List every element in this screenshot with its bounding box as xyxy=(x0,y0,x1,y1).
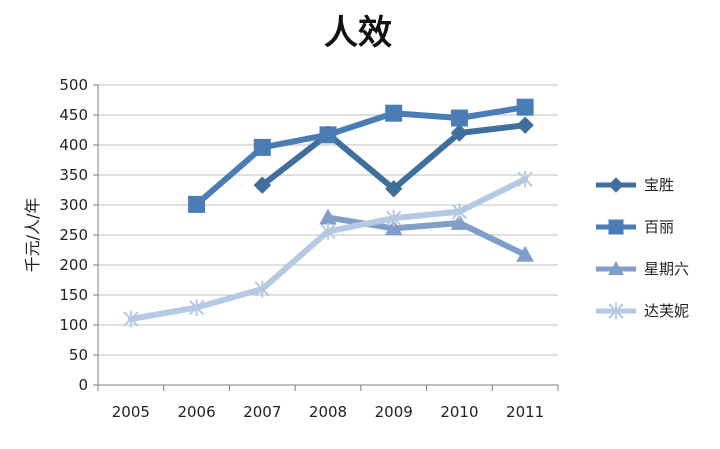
y-tick-label: 250 xyxy=(59,226,88,244)
data-point-triangle xyxy=(384,219,403,236)
data-point-cross xyxy=(188,299,205,316)
legend-item: 百丽 xyxy=(596,218,674,236)
series-4 xyxy=(123,170,533,328)
series-1 xyxy=(253,116,534,198)
x-tick-labels: 2005 2006 2007 2008 2009 2010 2011 xyxy=(112,403,544,421)
y-tick-label: 50 xyxy=(69,346,88,364)
y-tick-label: 350 xyxy=(59,166,88,184)
data-point-square xyxy=(450,109,468,127)
y-tick-label: 200 xyxy=(59,256,88,274)
legend-item: 达芙妮 xyxy=(596,302,689,320)
x-tick-label: 2011 xyxy=(506,403,544,421)
data-point-triangle xyxy=(450,213,469,230)
y-tick-labels: 0 50 100 150 200 250 300 350 400 450 500 xyxy=(59,76,88,394)
axes xyxy=(93,84,559,391)
y-tick-label: 100 xyxy=(59,316,88,334)
data-point-cross xyxy=(451,203,468,220)
data-point-cross xyxy=(320,223,336,240)
x-tick-label: 2006 xyxy=(177,403,215,421)
data-point-cross xyxy=(608,302,624,320)
y-tick-label: 300 xyxy=(59,196,88,214)
data-point-square xyxy=(319,126,337,144)
data-point-diamond xyxy=(608,177,624,193)
x-tick-label: 2007 xyxy=(243,403,281,421)
legend-item: 宝胜 xyxy=(596,176,674,194)
chart-title: 人效 xyxy=(324,13,392,53)
data-point-diamond xyxy=(385,180,403,198)
legend-label: 星期六 xyxy=(644,260,689,278)
y-axis-label: 千元/人/年 xyxy=(23,198,42,273)
series-line xyxy=(193,104,529,208)
series-line xyxy=(259,122,529,192)
data-point-triangle xyxy=(516,245,534,262)
data-point-square xyxy=(516,98,534,116)
data-point-cross xyxy=(386,209,402,227)
y-tick-label: 400 xyxy=(59,136,88,154)
x-tick-label: 2010 xyxy=(440,403,478,421)
data-point-square xyxy=(608,219,624,235)
legend-label: 达芙妮 xyxy=(644,302,689,320)
y-tick-label: 150 xyxy=(59,286,88,304)
data-point-triangle xyxy=(608,260,624,276)
legend-label: 百丽 xyxy=(644,218,674,236)
data-point-diamond xyxy=(253,176,271,194)
data-point-diamond xyxy=(450,124,469,142)
data-point-diamond xyxy=(516,116,534,134)
legend-label: 宝胜 xyxy=(644,176,674,194)
series-2 xyxy=(188,98,534,213)
series-lines xyxy=(123,98,534,328)
y-tick-label: 0 xyxy=(78,376,88,394)
data-point-square xyxy=(385,104,403,122)
x-tick-label: 2009 xyxy=(375,403,413,421)
legend-item: 星期六 xyxy=(596,260,689,278)
data-point-square xyxy=(253,138,271,156)
y-tick-label: 450 xyxy=(59,106,88,124)
data-point-cross xyxy=(517,170,533,188)
x-tick-label: 2005 xyxy=(112,403,150,421)
y-tick-label: 500 xyxy=(59,76,88,94)
data-point-square xyxy=(188,195,206,213)
x-tick-label: 2008 xyxy=(309,403,347,421)
data-point-cross xyxy=(254,280,270,298)
data-point-cross xyxy=(123,310,139,328)
